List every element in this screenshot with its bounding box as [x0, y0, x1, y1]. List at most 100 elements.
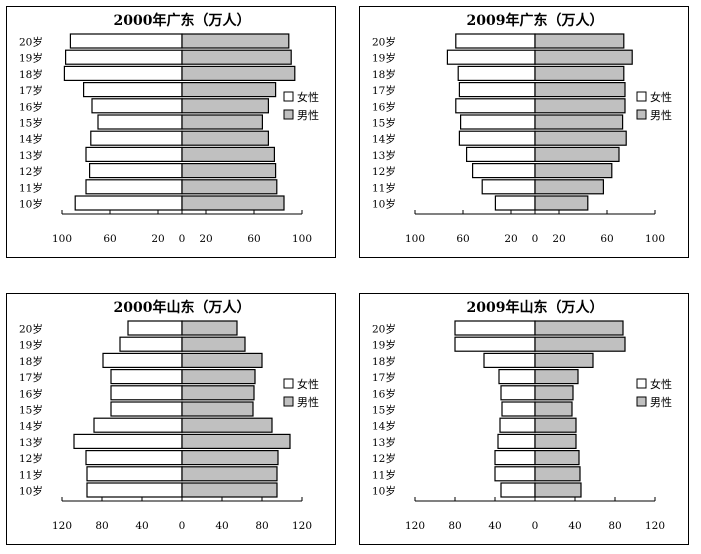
male-bar: [534, 433, 577, 449]
age-label: 15岁: [19, 404, 43, 417]
legend-female-swatch: [283, 378, 294, 389]
x-tick-label: 120: [405, 520, 425, 532]
male-bar: [534, 65, 625, 82]
chart-title: 2009年广东（万人）: [467, 12, 604, 29]
female-bar: [119, 336, 183, 352]
age-label: 10岁: [372, 485, 396, 498]
chart-title: 2000年广东（万人）: [114, 12, 251, 29]
age-label: 16岁: [19, 100, 43, 113]
male-bar: [181, 33, 290, 49]
female-bar: [483, 352, 536, 369]
age-label: 13岁: [19, 436, 43, 449]
female-bar: [102, 352, 183, 369]
x-tick-label: 60: [103, 233, 116, 245]
male-bar: [181, 433, 291, 449]
male-bar: [181, 65, 296, 82]
age-label: 13岁: [372, 436, 396, 449]
female-bar: [454, 336, 536, 352]
female-bar: [459, 114, 536, 130]
x-tick-label: 120: [292, 520, 312, 532]
x-tick-label: 60: [600, 233, 613, 245]
male-bar: [181, 466, 278, 482]
age-label: 20岁: [19, 323, 43, 336]
age-label: 11岁: [372, 468, 396, 481]
male-bar: [534, 368, 579, 385]
female-bar: [85, 179, 183, 195]
male-bar: [534, 385, 574, 401]
age-label: 12岁: [372, 165, 396, 178]
age-label: 12岁: [19, 165, 43, 178]
legend-female-label: 女性: [297, 90, 319, 104]
female-bar: [73, 433, 183, 449]
male-bar: [534, 195, 589, 211]
male-bar: [181, 179, 278, 195]
female-bar: [64, 49, 183, 65]
x-tick-label: 100: [645, 233, 665, 245]
chart-guangdong-2009: 2009年广东（万人） 10岁 11岁 12岁 13岁 14岁 15岁 16岁 17岁 18岁 19…: [359, 6, 689, 258]
chart-title: 2000年山东（万人）: [114, 299, 251, 316]
female-bar: [69, 33, 183, 49]
female-bar: [110, 385, 183, 401]
female-bar: [500, 482, 536, 498]
chart-svg: 2009年山东（万人） 10岁 11岁 12岁 13岁 14岁 15岁 16岁 17岁 18岁 19…: [359, 293, 689, 545]
male-bar: [181, 352, 263, 369]
female-bar: [88, 163, 183, 179]
male-bar: [534, 450, 580, 466]
female-bar: [110, 368, 183, 385]
age-label: 18岁: [19, 68, 43, 81]
female-bar: [494, 466, 536, 482]
male-bar: [534, 33, 625, 49]
female-bar: [498, 368, 536, 385]
male-bar: [181, 385, 255, 401]
age-label: 19岁: [372, 339, 396, 352]
chart-guangdong-2000: 2000年广东（万人） 10岁 11岁 12岁 13岁 14岁 15岁 16岁 17岁 18岁 19…: [6, 6, 336, 258]
legend-female-swatch: [636, 91, 647, 102]
age-label: 17岁: [19, 371, 43, 384]
female-bar: [74, 195, 183, 211]
male-bar: [181, 368, 256, 385]
male-bar: [534, 49, 633, 65]
x-tick-label: 20: [151, 233, 164, 245]
age-label: 15岁: [372, 404, 396, 417]
x-tick-label: 80: [448, 520, 461, 532]
age-label: 13岁: [19, 149, 43, 162]
x-tick-label: 40: [568, 520, 581, 532]
age-label: 12岁: [19, 452, 43, 465]
male-bar: [534, 482, 582, 498]
female-bar: [82, 81, 183, 98]
age-label: 19岁: [19, 339, 43, 352]
legend-female-label: 女性: [650, 377, 672, 391]
age-label: 12岁: [372, 452, 396, 465]
legend-male-swatch: [283, 396, 294, 407]
female-bar: [91, 98, 183, 114]
male-bar: [534, 466, 581, 482]
female-bar: [481, 179, 536, 195]
female-bar: [465, 146, 536, 162]
male-bar: [534, 114, 624, 130]
female-bar: [97, 114, 183, 130]
male-bar: [181, 114, 264, 130]
chart-shandong-2009: 2009年山东（万人） 10岁 11岁 12岁 13岁 14岁 15岁 16岁 17岁 18岁 19…: [359, 293, 689, 545]
x-tick-label: 120: [52, 520, 72, 532]
chart-svg: 2000年山东（万人） 10岁 11岁 12岁 13岁 14岁 15岁 16岁 17岁 18岁 19…: [6, 293, 336, 545]
male-bar: [181, 49, 292, 65]
age-label: 17岁: [372, 371, 396, 384]
age-label: 18岁: [19, 355, 43, 368]
x-tick-label: 20: [552, 233, 565, 245]
x-tick-label: 0: [179, 520, 186, 532]
x-tick-label: 40: [215, 520, 228, 532]
male-bar: [181, 146, 276, 162]
age-label: 11岁: [19, 181, 43, 194]
female-bar: [85, 450, 183, 466]
male-bar: [534, 417, 577, 433]
male-bar: [181, 482, 278, 498]
age-label: 11岁: [372, 181, 396, 194]
x-tick-label: 0: [532, 520, 539, 532]
x-tick-label: 20: [504, 233, 517, 245]
legend-male-label: 男性: [650, 395, 672, 409]
male-bar: [181, 450, 279, 466]
male-bar: [534, 401, 573, 417]
x-tick-label: 0: [532, 233, 539, 245]
